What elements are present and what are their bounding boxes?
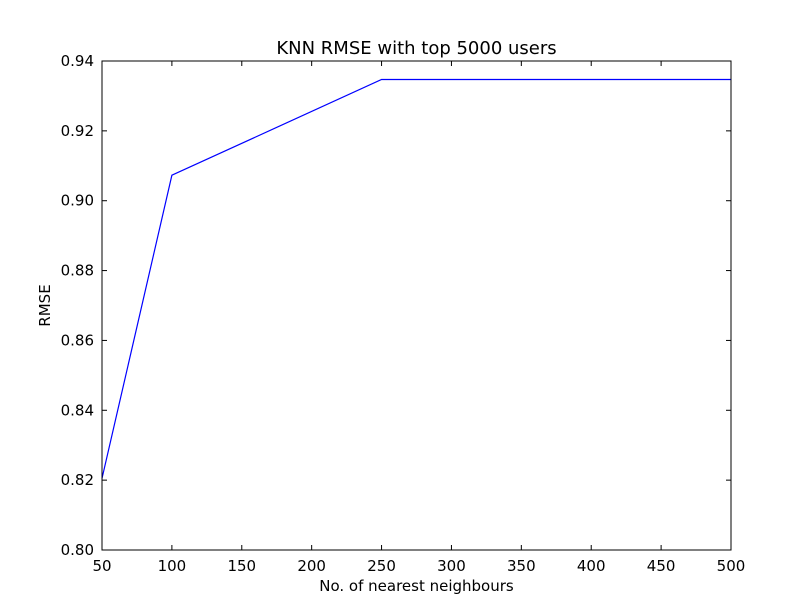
y-tick-label: 0.88 bbox=[61, 262, 94, 280]
y-tick-label: 0.86 bbox=[61, 331, 94, 349]
x-tick-label: 400 bbox=[577, 557, 606, 575]
plot-frame bbox=[101, 60, 732, 551]
x-axis-label: No. of nearest neighbours bbox=[319, 577, 514, 595]
x-tick-label: 150 bbox=[227, 557, 256, 575]
x-tick-label: 250 bbox=[367, 557, 396, 575]
chart-title: KNN RMSE with top 5000 users bbox=[276, 38, 556, 59]
y-tick-label: 0.82 bbox=[61, 471, 94, 489]
x-tick-label: 200 bbox=[297, 557, 326, 575]
y-tick-label: 0.92 bbox=[61, 122, 94, 140]
tick-layer: 50 100 150 200 250 300 350 400 450 500 0.80 0.82 0.8… bbox=[61, 52, 746, 575]
x-tick-label: 100 bbox=[158, 557, 187, 575]
x-tick-label: 50 bbox=[92, 557, 111, 575]
y-tick-label: 0.90 bbox=[61, 192, 94, 210]
x-tick-label: 500 bbox=[717, 557, 746, 575]
y-tick-label: 0.84 bbox=[61, 401, 94, 419]
x-tick-label: 350 bbox=[507, 557, 536, 575]
series-layer bbox=[101, 78, 731, 479]
x-tick-label: 300 bbox=[437, 557, 466, 575]
series-line-0 bbox=[101, 78, 731, 479]
y-tick-label: 0.80 bbox=[61, 541, 94, 559]
y-tick-label: 0.94 bbox=[61, 52, 94, 70]
y-axis-label: RMSE bbox=[36, 284, 54, 326]
x-tick-label: 450 bbox=[647, 557, 676, 575]
